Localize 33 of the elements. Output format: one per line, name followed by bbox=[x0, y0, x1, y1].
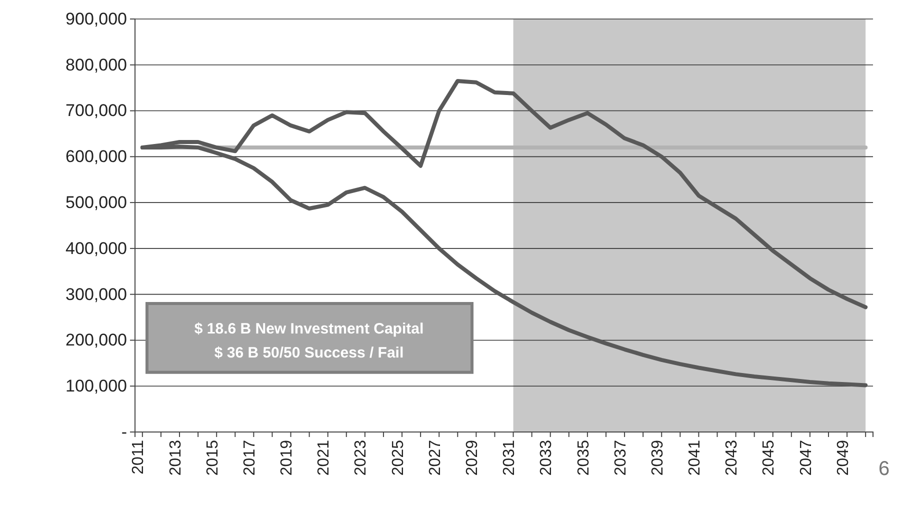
text: 6 bbox=[878, 458, 890, 480]
y-tick-label: 700,000 bbox=[66, 101, 127, 120]
x-tick-label: 2027 bbox=[426, 440, 444, 476]
annotation: $ 36 B 50/50 Success / Fail bbox=[214, 344, 404, 362]
x-tick-label: 2033 bbox=[538, 440, 556, 476]
x-tick-label: 2019 bbox=[278, 440, 296, 476]
x-tick-label: 2041 bbox=[686, 440, 704, 476]
x-tick-label: 2025 bbox=[390, 440, 407, 476]
x-tick-label: 2045 bbox=[760, 440, 778, 476]
x-tick-label: 2047 bbox=[798, 440, 815, 476]
y-tick-label: 100,000 bbox=[66, 376, 127, 396]
x-tick-label: 2043 bbox=[724, 440, 741, 476]
y-tick-label: 400,000 bbox=[66, 238, 127, 258]
x-tick-label: 2035 bbox=[575, 440, 592, 476]
x-tick-label: 2011 bbox=[130, 440, 148, 474]
x-tick-label: 2037 bbox=[612, 440, 630, 476]
x-tick-label: 2017 bbox=[241, 440, 258, 476]
y-tick-label: 600,000 bbox=[66, 147, 127, 166]
x-tick-label: 2013 bbox=[167, 440, 184, 476]
x-tick-label: 2015 bbox=[204, 440, 222, 476]
x-tick-label: 2029 bbox=[464, 440, 481, 476]
x-tick-label: 2039 bbox=[649, 440, 666, 476]
y-tick-label: 300,000 bbox=[66, 284, 127, 304]
y-tick-label: - bbox=[121, 422, 127, 442]
y-tick-label: 500,000 bbox=[66, 192, 127, 212]
y-tick-label: 800,000 bbox=[66, 55, 127, 74]
x-tick-label: 2023 bbox=[352, 440, 370, 476]
x-tick-label: 2021 bbox=[316, 440, 333, 476]
annotation: $ 18.6 B New Investment Capital bbox=[194, 320, 424, 338]
y-tick-label: 200,000 bbox=[66, 330, 127, 350]
y-tick-label: 900,000 bbox=[66, 9, 127, 28]
x-tick-label: 2031 bbox=[501, 440, 518, 476]
x-tick-label: 2049 bbox=[834, 440, 852, 476]
